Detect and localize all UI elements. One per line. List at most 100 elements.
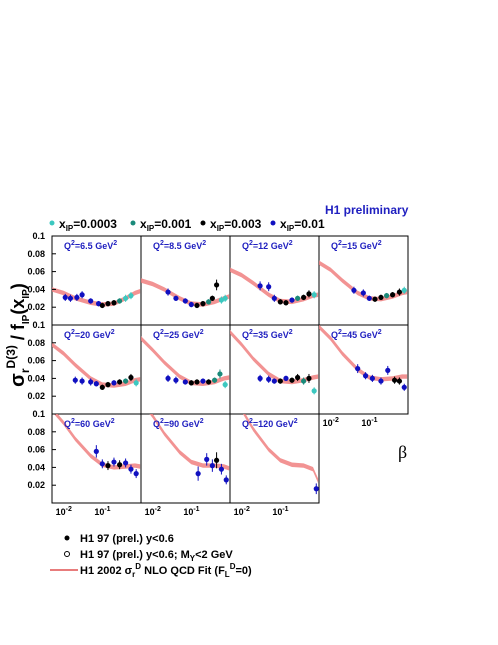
x-tick-label: 10-2: [323, 417, 339, 428]
data-point: [133, 471, 139, 477]
data-point: [62, 294, 68, 301]
data-point: [378, 294, 384, 301]
data-point: [390, 292, 396, 298]
data-point: [266, 376, 272, 382]
data-point: [128, 466, 134, 472]
legend-label-0: xIP=0.0003: [59, 217, 117, 233]
y-tick-label: 0.08: [27, 249, 45, 259]
data-point: [311, 292, 317, 298]
legend-open-dot: [64, 551, 70, 557]
data-point: [206, 379, 212, 385]
data-point: [212, 377, 218, 383]
data-point: [99, 461, 105, 467]
data-point: [213, 282, 220, 288]
panel-label-q2: Q2=35 GeV2: [242, 329, 293, 340]
data-point: [194, 302, 200, 309]
data-point: [123, 460, 129, 466]
data-point: [206, 299, 212, 305]
y-tick-label: 0.04: [27, 284, 45, 294]
data-point: [123, 378, 129, 384]
data-point: [257, 375, 263, 381]
data-point: [188, 380, 194, 386]
panel-9: [140, 413, 231, 504]
panel-label-q2: Q2=90 GeV2: [153, 418, 204, 429]
panel-label-q2: Q2=120 GeV2: [242, 418, 298, 429]
x-axis-label: β: [398, 442, 407, 462]
data-point: [99, 384, 105, 390]
x-tick-label: 10-2: [56, 506, 72, 517]
data-point: [378, 378, 384, 384]
y-tick-label: 0.1: [32, 320, 45, 330]
data-point: [188, 301, 194, 308]
legend-filled-dot: [64, 535, 70, 541]
data-point: [277, 299, 283, 305]
data-point: [209, 295, 215, 301]
data-point: [313, 486, 319, 492]
data-point: [195, 471, 201, 477]
data-point: [74, 294, 80, 301]
legend-entry-fit: H1 2002 σrD NLO QCD Fit (FLD=0): [80, 562, 252, 579]
data-point: [217, 371, 223, 377]
x-tick-label: 10-2: [234, 506, 250, 517]
x-tick-label: 10-2: [145, 506, 161, 517]
x-tick-label: 10-1: [272, 506, 288, 517]
data-point: [360, 290, 366, 296]
data-point: [362, 373, 369, 379]
data-point: [117, 379, 123, 385]
data-point: [277, 378, 283, 384]
y-tick-label: 0.08: [27, 427, 45, 437]
x-tick-label: 10-1: [361, 417, 377, 428]
data-point: [88, 379, 94, 385]
data-point: [306, 291, 312, 297]
data-point: [88, 298, 94, 304]
data-point: [111, 300, 117, 306]
data-point: [194, 379, 200, 385]
data-point: [165, 289, 171, 295]
panel-frame: [318, 324, 409, 415]
data-point: [271, 378, 277, 384]
legend-marker-2: [200, 220, 206, 226]
data-point: [182, 379, 188, 385]
data-point: [295, 295, 301, 301]
data-point: [105, 463, 111, 469]
data-point: [72, 377, 78, 383]
panel-label-q2: Q2=8.5 GeV2: [153, 240, 206, 251]
y-tick-label: 0.06: [27, 267, 45, 277]
panel-10: [229, 413, 320, 504]
y-tick-label: 0.1: [32, 231, 45, 241]
data-point: [218, 466, 225, 472]
data-point: [271, 295, 277, 301]
data-point: [105, 301, 111, 307]
data-point: [182, 298, 188, 304]
legend-label-1: xIP=0.001: [140, 217, 192, 233]
panel-7: [318, 324, 409, 415]
legend-entry-filled: H1 97 (prel.) y<0.6: [80, 533, 174, 545]
data-point: [283, 375, 289, 381]
data-point: [384, 293, 390, 299]
y-tick-label: 0.08: [27, 338, 45, 348]
data-point: [396, 378, 403, 384]
data-point: [289, 297, 295, 303]
legend-entry-open: H1 97 (prel.) y<0.6; MY<2 GeV: [80, 549, 233, 563]
data-point: [99, 302, 105, 309]
y-tick-label: 0.02: [27, 480, 45, 490]
panel-6: [229, 324, 320, 415]
data-point: [213, 457, 220, 463]
legend-marker-3: [270, 220, 276, 226]
qcd-fit-band: [53, 414, 141, 470]
panel-label-q2: Q2=15 GeV2: [331, 240, 382, 251]
data-point: [223, 477, 229, 483]
data-point: [128, 293, 134, 299]
data-point: [93, 381, 99, 387]
panel-8: [51, 413, 142, 504]
data-point: [200, 301, 206, 307]
data-point: [117, 462, 123, 468]
data-point: [351, 287, 357, 293]
data-point: [222, 295, 228, 301]
y-tick-label: 0.04: [27, 373, 45, 383]
data-point: [301, 378, 307, 384]
legend-marker-0: [49, 220, 55, 226]
data-point: [311, 388, 317, 394]
data-point: [79, 292, 85, 298]
